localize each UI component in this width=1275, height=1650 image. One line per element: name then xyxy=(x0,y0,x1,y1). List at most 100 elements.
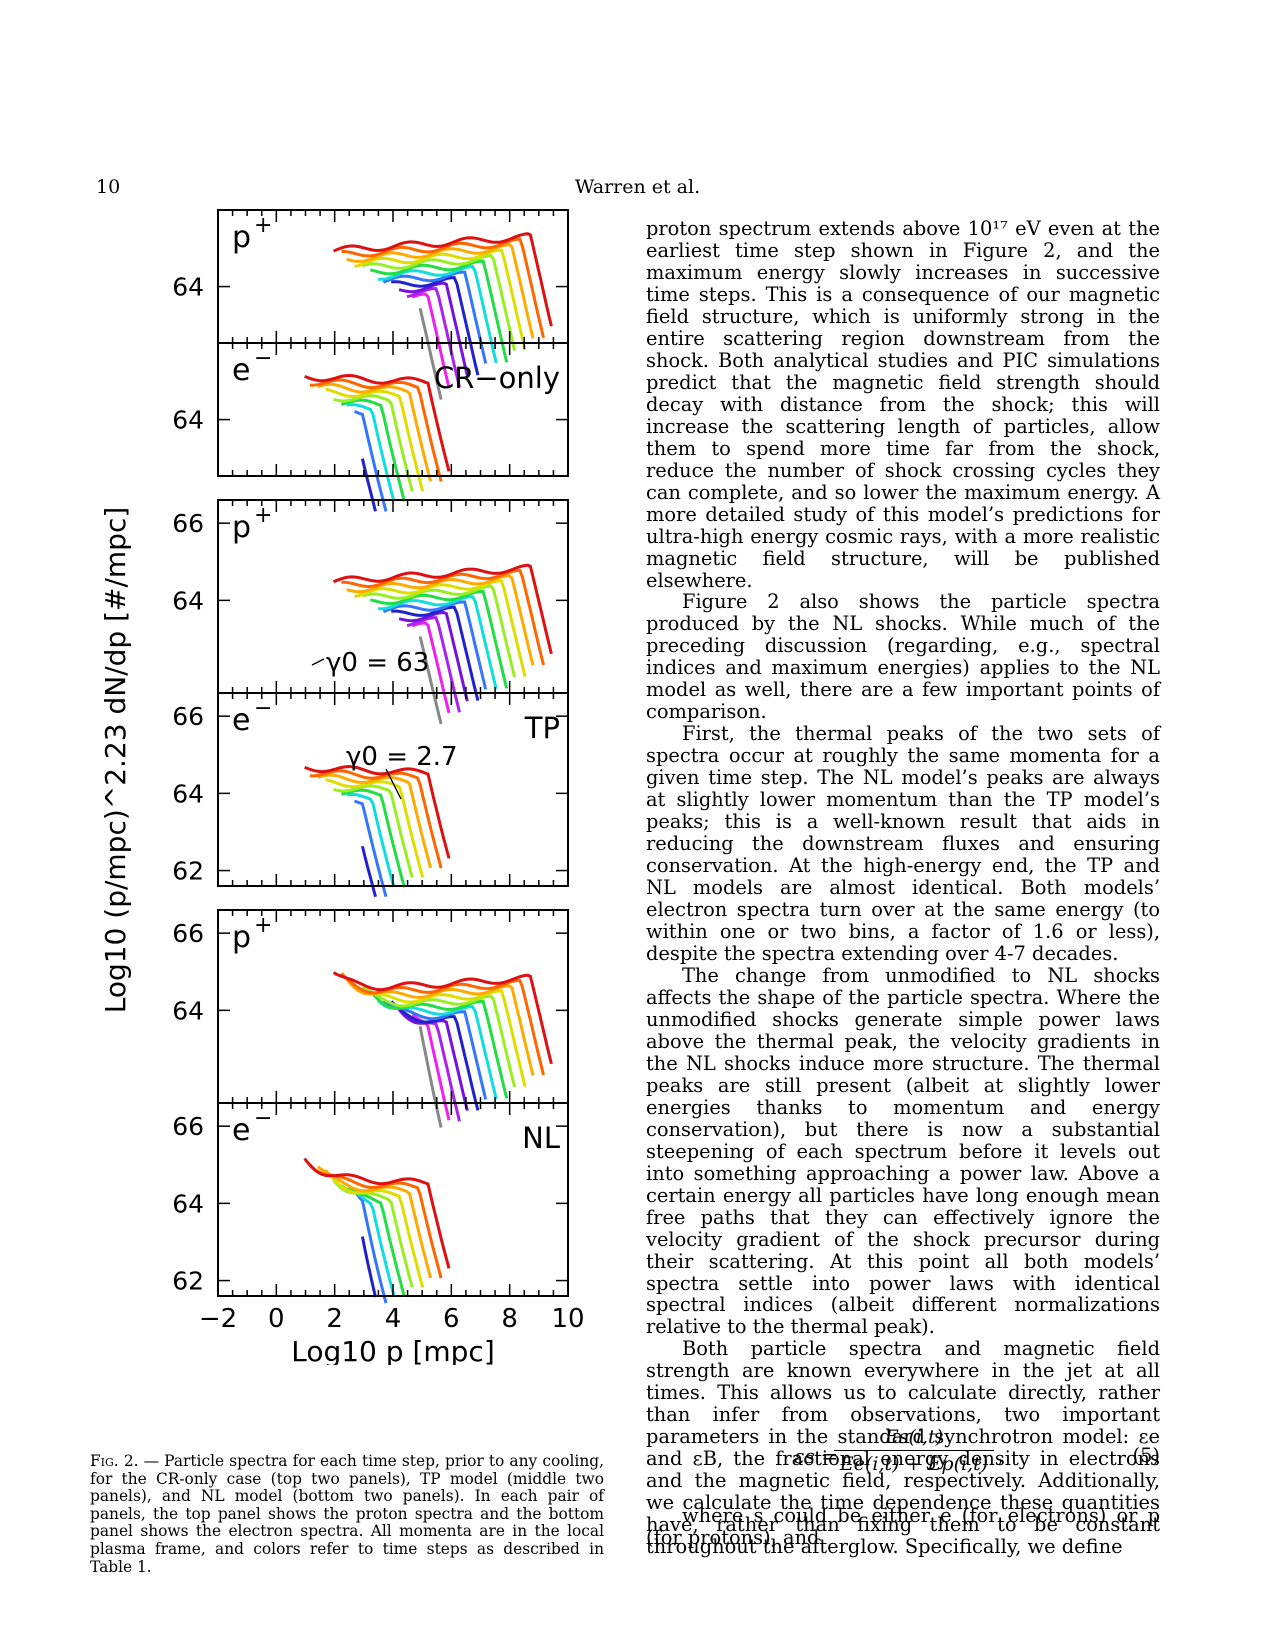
x-tick-label: 6 xyxy=(443,1304,460,1334)
spectrum-line-6 xyxy=(341,788,406,888)
spectrum-line-1 xyxy=(332,232,553,327)
x-tick-label: −2 xyxy=(199,1304,237,1334)
y-tick-label: 66 xyxy=(172,702,204,731)
spectrum-line-9 xyxy=(360,845,377,898)
spectrum-line-3 xyxy=(316,1165,433,1279)
paragraph: Both particle spectra and magnetic field… xyxy=(646,1337,1160,1559)
equation-comma: , xyxy=(998,1448,1004,1467)
y-tick-label: 66 xyxy=(172,919,204,948)
spectrum-line-5 xyxy=(361,584,517,678)
x-tick-label: 4 xyxy=(385,1304,402,1334)
particle-label: e xyxy=(232,1113,250,1148)
spectrum-line-7 xyxy=(378,595,498,690)
spectrum-line-4 xyxy=(325,387,425,492)
spectrum-line-7 xyxy=(346,403,396,502)
spectrum-line-8 xyxy=(353,410,388,512)
equation-numerator: Es(i,t) xyxy=(834,1426,994,1451)
spectrum-line-12 xyxy=(411,1013,451,1121)
particle-label: e xyxy=(232,353,250,388)
paragraph: Figure 2 also shows the particle spectra… xyxy=(646,590,1160,724)
figure-panel-3: 66 64 p + γ0 = 63 xyxy=(172,499,569,725)
spectrum-line-8 xyxy=(354,799,388,898)
spectrum-line-7 xyxy=(377,999,498,1100)
spectrum-line-6 xyxy=(369,989,509,1099)
y-tick-label: 64 xyxy=(172,273,204,302)
spectrum-line-10 xyxy=(398,281,469,377)
y-tick-label: 66 xyxy=(172,509,204,538)
spectrum-line-1 xyxy=(303,1157,451,1269)
x-axis-title: Log10 p [mpc] xyxy=(291,1335,495,1365)
equation-5: εs = Es(i,t) Ee(i,t) + Ep(i,t) , (5) xyxy=(646,1426,1160,1482)
spectrum-line-1 xyxy=(332,971,553,1065)
figure-panel-1: 64 p + xyxy=(172,209,569,400)
spectrum-line-1 xyxy=(332,563,553,655)
x-tick-label: 2 xyxy=(326,1304,343,1334)
spectrum-line-1 xyxy=(304,764,451,859)
model-label: TP xyxy=(524,711,560,745)
running-head: Warren et al. xyxy=(574,176,701,198)
spectrum-line-5 xyxy=(333,784,414,878)
spectrum-line-4 xyxy=(353,985,527,1088)
spectrum-line-4 xyxy=(354,248,527,351)
spectrum-line-1 xyxy=(304,373,451,472)
spectrum-line-7 xyxy=(346,792,396,888)
x-tick-label: 0 xyxy=(268,1304,285,1334)
x-tick-label: 10 xyxy=(551,1304,584,1334)
gamma-annotation: γ0 = 2.7 xyxy=(346,742,458,772)
spectrum-line-2 xyxy=(309,769,443,869)
spectrum-line-5 xyxy=(361,985,517,1088)
equation-denominator: Ee(i,t) + Ep(i,t) xyxy=(839,1453,989,1475)
y-tick-label: 62 xyxy=(172,1267,204,1296)
spectrum-line-10 xyxy=(398,610,469,702)
spectrum-line-3 xyxy=(317,773,433,869)
charge-label: − xyxy=(254,346,272,371)
y-tick-label: 64 xyxy=(172,406,204,435)
spectrum-line-4 xyxy=(325,778,425,878)
caption-label: Fig. 2. xyxy=(90,1452,139,1470)
spectrum-line-8 xyxy=(382,270,488,364)
spectrum-line-2 xyxy=(341,237,545,339)
equation-fraction: Es(i,t) Ee(i,t) + Ep(i,t) xyxy=(834,1426,994,1475)
spectrum-line-8 xyxy=(382,600,488,690)
y-axis-title: Log10 (p/mpc)^2.23 dN/dp [#/mpc] xyxy=(99,507,132,1014)
particle-label: e xyxy=(232,703,250,738)
spectrum-line-9 xyxy=(391,605,480,701)
spectrum-line-9 xyxy=(360,458,377,512)
text-column: proton spectrum extends above 10¹⁷ eV ev… xyxy=(646,218,1160,1558)
spectrum-line-9 xyxy=(390,1000,480,1111)
spectrum-line-9 xyxy=(360,1236,377,1298)
model-label: NL xyxy=(522,1121,560,1155)
particle-label: p xyxy=(232,220,251,255)
spectrum-line-2 xyxy=(309,378,443,482)
panel-frame xyxy=(217,692,569,887)
paragraph: The change from unmodified to NL shocks … xyxy=(646,963,1160,1339)
figure-panel-5: 66 64 p + xyxy=(172,909,569,1128)
y-tick-label: 64 xyxy=(172,586,204,615)
charge-label: + xyxy=(254,213,272,238)
panel-frame xyxy=(217,1102,569,1297)
charge-label: + xyxy=(254,503,272,528)
charge-label: − xyxy=(254,696,272,721)
equation-lhs: εs = xyxy=(794,1444,839,1468)
spectrum-line-3 xyxy=(317,382,433,482)
spectrum-line-6 xyxy=(369,589,509,689)
model-label: CR−only xyxy=(434,361,560,395)
equation-number: (5) xyxy=(1132,1444,1160,1467)
spectrum-line-8 xyxy=(353,1189,388,1304)
y-tick-label: 62 xyxy=(172,857,204,886)
paragraph: where s could be either e (for electrons… xyxy=(646,1504,1160,1549)
spectrum-line-3 xyxy=(346,243,535,339)
spectrum-line-12 xyxy=(411,621,451,714)
spectrum-line-3 xyxy=(346,574,535,666)
spectrum-line-4 xyxy=(354,579,527,678)
x-tick-label: 8 xyxy=(501,1304,518,1334)
paragraph: proton spectrum extends above 10¹⁷ eV ev… xyxy=(646,217,1160,592)
y-tick-label: 66 xyxy=(172,1112,204,1141)
caption-text: — Particle spectra for each time step, p… xyxy=(90,1452,604,1576)
gamma-annotation: γ0 = 63 xyxy=(326,648,429,678)
spectrum-line-9 xyxy=(391,276,480,376)
y-tick-label: 64 xyxy=(172,996,204,1025)
particle-label: p xyxy=(232,920,251,955)
spectrum-line-13 xyxy=(418,307,443,400)
particle-label: p xyxy=(232,510,251,545)
